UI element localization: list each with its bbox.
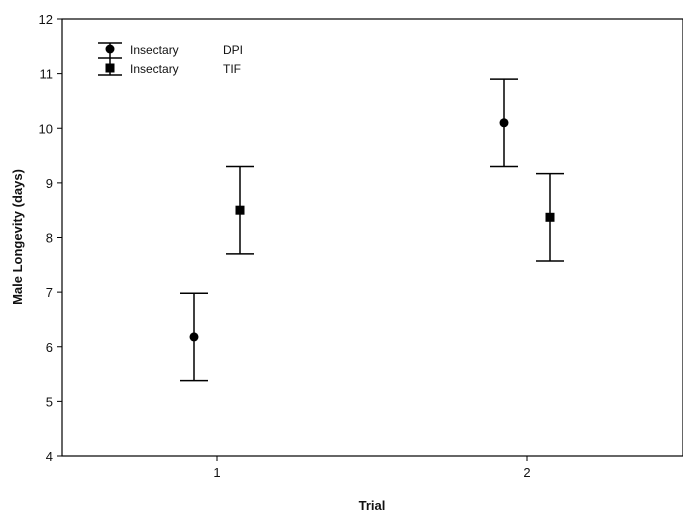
legend-group-label: Insectary [130,43,179,57]
data-point-tif [545,212,555,222]
y-axis: 4 5 6 7 8 9 10 11 12 [39,12,62,464]
y-tick-label: 4 [46,449,53,464]
legend: Insectary DPI Insectary TIF [98,42,243,76]
y-axis-title: Male Longevity (days) [10,169,25,305]
legend-marker-square [105,63,115,73]
y-tick-label: 9 [46,176,53,191]
data-point-tif [235,205,245,215]
legend-group-label: Insectary [130,62,179,76]
data-point-dpi [189,332,199,342]
y-tick-label: 6 [46,340,53,355]
legend-series-label: TIF [223,62,241,76]
y-tick-label: 5 [46,394,53,409]
plot-frame [61,18,683,457]
y-tick-label: 11 [40,67,54,82]
data-point-dpi [499,118,509,128]
y-tick-label: 12 [39,12,53,27]
legend-series-label: DPI [223,43,243,57]
y-tick-label: 8 [46,231,53,246]
y-tick-label: 10 [39,121,53,136]
y-tick-label: 7 [46,285,53,300]
data-marks [180,78,564,382]
legend-marker-circle [105,44,115,54]
x-axis-title: Trial [359,498,386,512]
x-tick-label: 2 [523,465,530,480]
x-tick-label: 1 [213,465,220,480]
